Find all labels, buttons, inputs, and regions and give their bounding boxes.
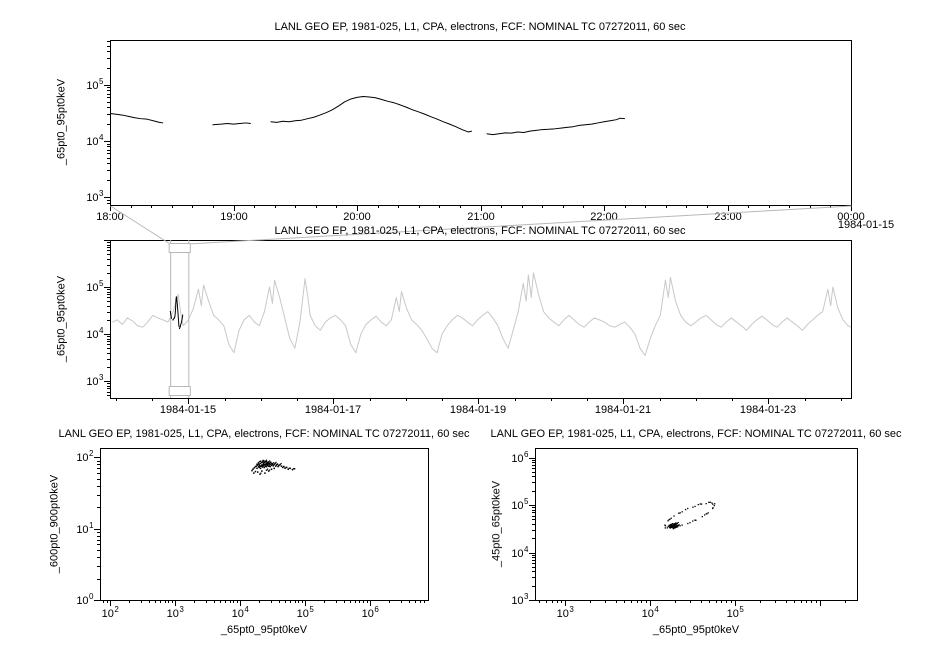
panel1-xaxis-date: 1984-01-15 [837,219,895,231]
panel2-ylabel: _65pt0_95pt0keV [55,275,68,363]
panel4-ylabel: _45pt0_65pt0keV [490,480,503,568]
panel3-xlabel: _65pt0_95pt0keV [220,624,308,636]
panel1-ylabel: _65pt0_95pt0keV [55,78,68,166]
panel3-title: LANL GEO EP, 1981-025, L1, CPA, electron… [58,428,470,440]
panel1-title: LANL GEO EP, 1981-025, L1, CPA, electron… [274,21,686,33]
panel4-title: LANL GEO EP, 1981-025, L1, CPA, electron… [490,428,902,440]
panel2-title: LANL GEO EP, 1981-025, L1, CPA, electron… [274,225,686,237]
panel3-ylabel: _600pt0_900pt0keV [48,474,61,574]
panel4-xlabel: _65pt0_95pt0keV [652,624,740,636]
